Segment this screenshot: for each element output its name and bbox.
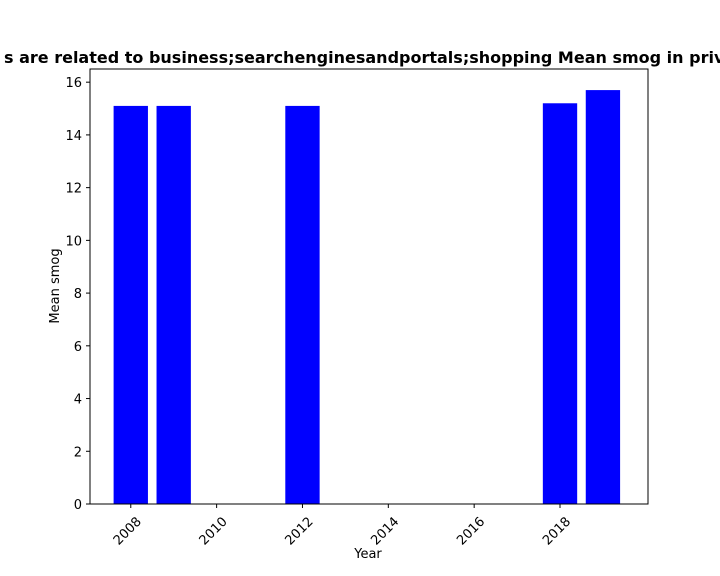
y-tick-label: 12	[65, 182, 82, 197]
bar-2019	[585, 90, 621, 504]
y-tick-label: 16	[65, 76, 82, 91]
y-axis: 0 2 4 6 8 10 12 14 16	[65, 76, 90, 513]
x-tick-label: 2018	[540, 514, 574, 548]
y-tick-label: 6	[74, 340, 82, 355]
y-tick-label: 10	[65, 234, 82, 249]
y-tick-label: 4	[74, 393, 82, 408]
x-tick-label: 2012	[283, 514, 317, 548]
x-tick-label: 2014	[368, 514, 402, 548]
bar-2012	[285, 105, 320, 504]
x-axis-label: Year	[353, 547, 382, 562]
y-axis-label: Mean smog	[48, 248, 63, 323]
x-tick-label: 2008	[111, 514, 145, 548]
y-tick-label: 8	[74, 287, 82, 302]
bar-2018	[542, 103, 578, 504]
bar-2008	[113, 105, 148, 504]
plot-frame	[89, 68, 649, 505]
y-tick-label: 14	[65, 129, 82, 144]
chart-title: s are related to business;searchenginesa…	[4, 48, 720, 67]
bars-group	[113, 90, 621, 504]
x-axis: 2008 2010 2012 2014 2016 2018	[111, 504, 574, 548]
y-tick-label: 0	[74, 498, 82, 513]
bar-2009	[156, 105, 191, 504]
x-tick-label: 2010	[197, 514, 231, 548]
y-tick-label: 2	[74, 445, 82, 460]
x-tick-label: 2016	[454, 514, 488, 548]
